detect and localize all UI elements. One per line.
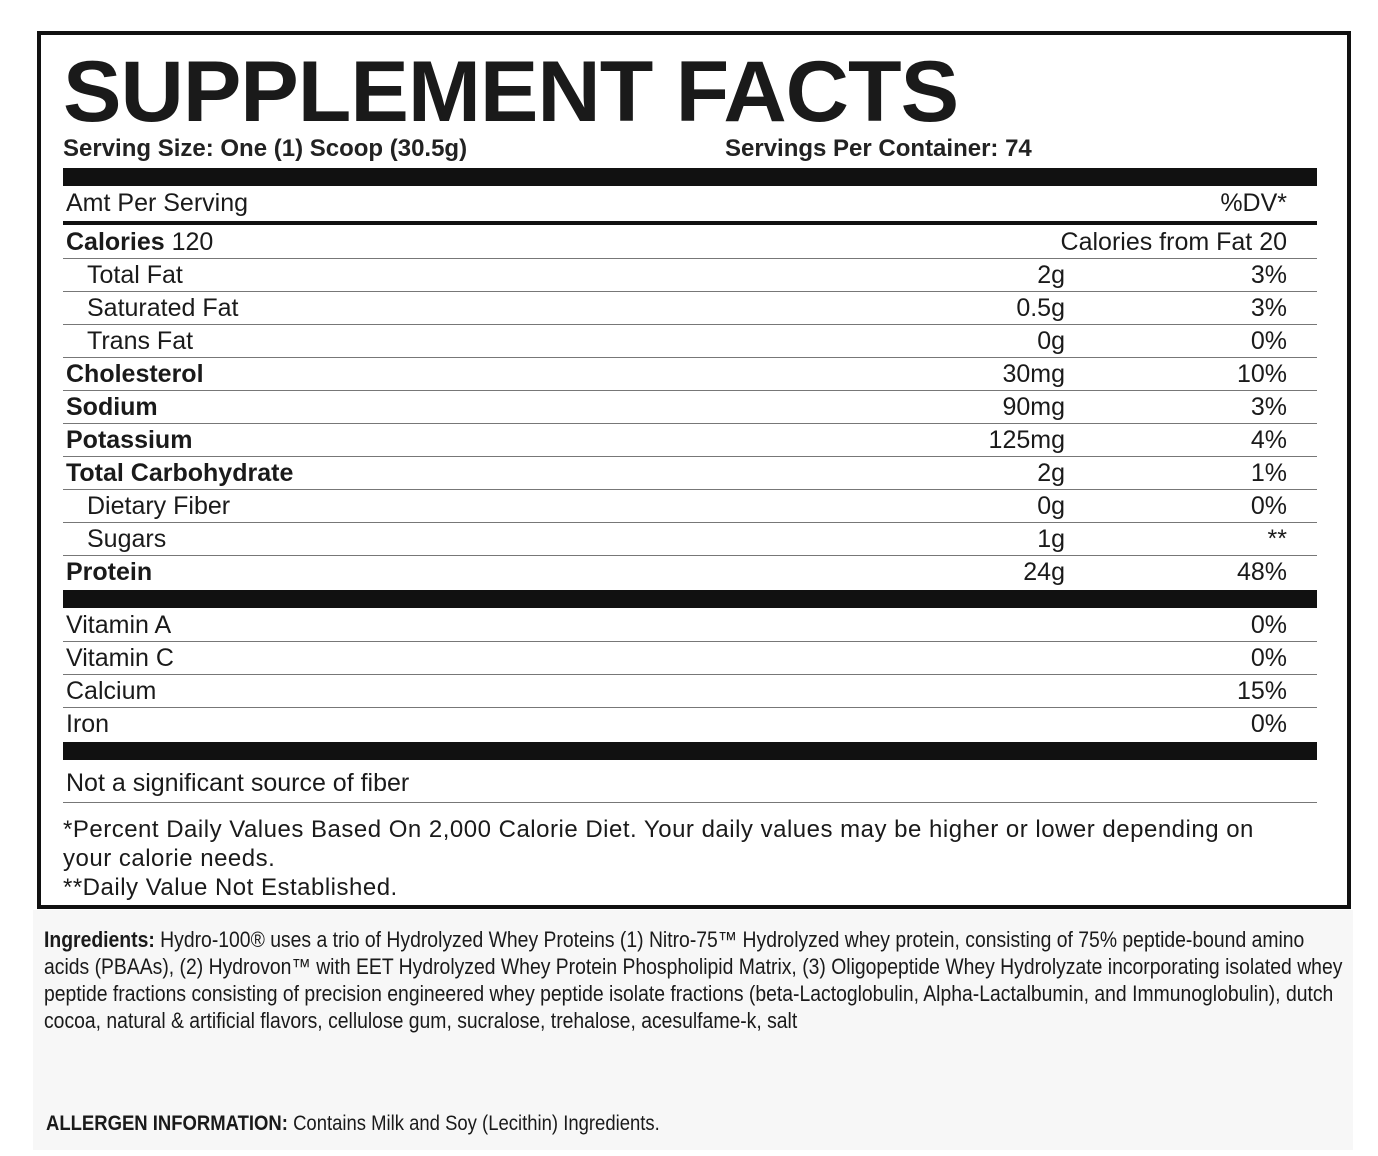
nutrient-dv: 10% — [1236, 360, 1287, 388]
nutrient-amount: 90mg — [1002, 393, 1065, 421]
nutrient-name: Dietary Fiber — [87, 492, 231, 520]
footnote-dv: *Percent Daily Values Based On 2,000 Cal… — [63, 816, 1254, 872]
nutrient-dv: 0% — [1250, 327, 1287, 355]
vitamin-name: Calcium — [66, 677, 157, 705]
calories-from-fat: Calories from Fat 20 — [1060, 228, 1287, 256]
panel-title: SUPPLEMENT FACTS — [63, 44, 959, 140]
nutrient-dv: 0% — [1250, 492, 1287, 520]
nutrient-name: Sodium — [66, 393, 158, 421]
serving-size: Serving Size: One (1) Scoop (30.5g) — [63, 135, 468, 162]
vitamin-row: Vitamin A 0% — [63, 609, 1317, 642]
nutrient-name: Total Fat — [87, 261, 183, 289]
not-significant-text: Not a significant source of fiber — [66, 769, 410, 797]
not-significant-row: Not a significant source of fiber — [63, 767, 1317, 803]
vitamin-dv: 0% — [1250, 710, 1287, 738]
nutrient-dv: 4% — [1250, 426, 1287, 454]
nutrient-row: Dietary Fiber 0g 0% — [63, 490, 1317, 523]
vitamin-dv: 0% — [1250, 611, 1287, 639]
dv-header: %DV* — [1220, 189, 1287, 217]
divider-thick — [63, 742, 1317, 760]
nutrient-dv: ** — [1267, 525, 1287, 553]
calories-row: Calories 120 Calories from Fat 20 — [63, 226, 1317, 259]
calories-value: 120 — [171, 228, 214, 256]
nutrient-name: Cholesterol — [66, 360, 204, 388]
vitamin-dv: 0% — [1250, 644, 1287, 672]
nutrient-row: Sugars 1g ** — [63, 523, 1317, 556]
nutrient-name: Trans Fat — [87, 327, 194, 355]
nutrient-amount: 30mg — [1002, 360, 1065, 388]
nutrient-amount: 24g — [1023, 558, 1065, 586]
nutrient-row: Cholesterol 30mg 10% — [63, 358, 1317, 391]
nutrient-amount: 0.5g — [1016, 294, 1065, 322]
nutrient-dv: 48% — [1236, 558, 1287, 586]
nutrient-amount: 2g — [1037, 261, 1065, 289]
footnote-not-established: **Daily Value Not Established. — [63, 874, 398, 901]
ingredients-label: Ingredients: — [44, 927, 155, 952]
vitamin-row: Vitamin C 0% — [63, 642, 1317, 675]
supplement-facts-panel: SUPPLEMENT FACTS Serving Size: One (1) S… — [37, 31, 1351, 909]
divider-thick — [63, 168, 1317, 186]
ingredients-text: Ingredients: Hydro-100® uses a trio of H… — [44, 926, 1346, 1034]
nutrient-dv: 3% — [1250, 261, 1287, 289]
nutrient-row: Saturated Fat 0.5g 3% — [63, 292, 1317, 325]
nutrient-row: Protein 24g 48% — [63, 556, 1317, 589]
nutrient-row: Potassium 125mg 4% — [63, 424, 1317, 457]
nutrient-row: Trans Fat 0g 0% — [63, 325, 1317, 358]
nutrient-row: Sodium 90mg 3% — [63, 391, 1317, 424]
nutrient-amount: 125mg — [988, 426, 1065, 454]
vitamin-row: Iron 0% — [63, 708, 1317, 741]
nutrient-amount: 1g — [1037, 525, 1065, 553]
vitamin-name: Iron — [66, 710, 110, 738]
nutrient-amount: 0g — [1037, 327, 1065, 355]
nutrient-dv: 3% — [1250, 294, 1287, 322]
nutrient-amount: 0g — [1037, 492, 1065, 520]
amt-per-serving-label: Amt Per Serving — [66, 189, 249, 217]
vitamin-row: Calcium 15% — [63, 675, 1317, 708]
nutrient-row: Total Carbohydrate 2g 1% — [63, 457, 1317, 490]
nutrient-name: Sugars — [87, 525, 167, 553]
allergen-label: ALLERGEN INFORMATION: — [46, 1112, 288, 1135]
servings-per-container: Servings Per Container: 74 — [725, 135, 1032, 162]
header-row: Amt Per Serving %DV* — [63, 187, 1317, 225]
vitamin-name: Vitamin C — [66, 644, 174, 672]
nutrient-name: Total Carbohydrate — [66, 459, 294, 487]
ingredients-section: Ingredients: Hydro-100® uses a trio of H… — [33, 910, 1353, 1150]
divider-thick — [63, 590, 1317, 608]
vitamin-name: Vitamin A — [66, 611, 172, 639]
nutrient-name: Saturated Fat — [87, 294, 239, 322]
nutrient-row: Total Fat 2g 3% — [63, 259, 1317, 292]
nutrient-name: Protein — [66, 558, 153, 586]
allergen-info: ALLERGEN INFORMATION: Contains Milk and … — [46, 1112, 660, 1136]
calories-label: Calories — [66, 228, 165, 256]
allergen-text: Contains Milk and Soy (Lecithin) Ingredi… — [287, 1112, 660, 1135]
nutrient-dv: 3% — [1250, 393, 1287, 421]
nutrient-name: Potassium — [66, 426, 193, 454]
vitamin-dv: 15% — [1236, 677, 1287, 705]
nutrient-dv: 1% — [1250, 459, 1287, 487]
nutrient-amount: 2g — [1037, 459, 1065, 487]
ingredients-list: Hydro-100® uses a trio of Hydrolyzed Whe… — [44, 927, 1343, 1033]
